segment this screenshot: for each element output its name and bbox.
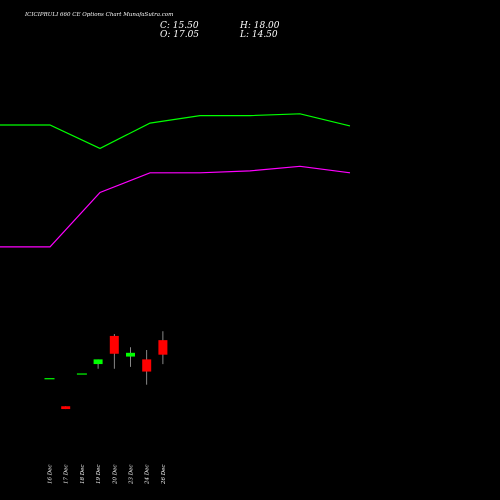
candles <box>44 331 168 410</box>
candle-17-dec <box>61 406 71 410</box>
candle-body <box>44 378 55 380</box>
x-tick-label: 26 Dec <box>161 465 167 486</box>
high-value: H: 18.00 <box>239 21 280 31</box>
x-tick-label: 20 Dec <box>112 465 118 486</box>
candle-23-dec <box>126 347 135 367</box>
candle-16-dec <box>44 378 55 380</box>
x-tick-label: 17 Dec <box>64 465 70 485</box>
indicator-line-1 <box>0 113 351 150</box>
candle-body <box>109 335 119 354</box>
close-value: C: 15.50 <box>160 21 199 31</box>
candle-body <box>158 340 168 355</box>
chart-title: ICICIPRULI 660 CE Options Chart MunafaSu… <box>24 12 173 18</box>
candle-body <box>76 373 87 375</box>
candle-26-dec <box>158 331 168 365</box>
x-tick-label: 23 Dec <box>129 465 135 486</box>
candle-body <box>142 359 152 372</box>
candle-24-dec <box>142 350 152 385</box>
candle-20-dec <box>109 334 119 369</box>
x-axis-ticks: 16 Dec 17 Dec 18 Dec 19 Dec 20 Dec 23 Dec 24 D… <box>48 465 167 486</box>
low-value: L: 14.50 <box>239 30 278 40</box>
candle-18-dec <box>76 373 87 375</box>
x-tick-label: 18 Dec <box>80 465 86 485</box>
candle-body <box>61 406 71 410</box>
candle-body <box>126 352 135 357</box>
open-value: O: 17.05 <box>160 30 199 40</box>
indicator-lines <box>0 113 351 248</box>
x-tick-label: 24 Dec <box>145 465 151 486</box>
x-tick-label: 19 Dec <box>96 465 102 485</box>
indicator-line-2 <box>0 165 351 248</box>
candle-body <box>93 359 103 365</box>
candle-19-dec <box>93 359 103 369</box>
x-tick-label: 16 Dec <box>48 465 54 485</box>
